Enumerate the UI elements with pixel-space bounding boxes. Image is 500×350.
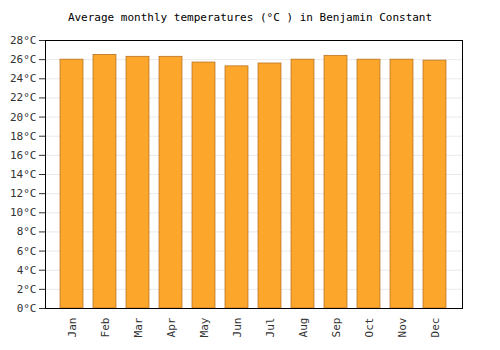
svg-text:14°C: 14°C — [10, 168, 37, 181]
svg-text:Aug: Aug — [297, 318, 310, 338]
svg-text:6°C: 6°C — [17, 245, 37, 258]
svg-text:18°C: 18°C — [10, 130, 37, 143]
html-text:Average monthly temperatures (: Average monthly temperatures (°C ) in Be… — [67, 11, 433, 24]
svg-text:10°C: 10°C — [10, 206, 37, 219]
svg-text:2°C: 2°C — [17, 283, 37, 296]
svg-text:12°C: 12°C — [10, 187, 37, 200]
svg-text:Mar: Mar — [132, 317, 145, 337]
svg-text:Oct: Oct — [363, 318, 376, 338]
svg-text:Jul: Jul — [264, 318, 277, 338]
svg-text:8°C: 8°C — [17, 225, 37, 238]
svg-text:24°C: 24°C — [10, 72, 37, 85]
svg-text:Sep: Sep — [330, 318, 343, 338]
svg-text:28°C: 28°C — [10, 34, 37, 47]
svg-text:Jun: Jun — [231, 318, 244, 338]
svg-text:4°C: 4°C — [17, 264, 37, 277]
svg-text:26°C: 26°C — [10, 53, 37, 66]
svg-text:Dec: Dec — [429, 318, 442, 338]
svg-text:22°C: 22°C — [10, 91, 37, 104]
svg-text:Nov: Nov — [396, 317, 409, 337]
svg-text:16°C: 16°C — [10, 149, 37, 162]
svg-text:Jan: Jan — [66, 318, 79, 338]
svg-text:Feb: Feb — [99, 318, 112, 338]
svg-text:May: May — [198, 317, 211, 337]
svg-text:0°C: 0°C — [17, 302, 37, 315]
svg-text:20°C: 20°C — [10, 111, 37, 124]
svg-text:Apr: Apr — [165, 317, 178, 337]
